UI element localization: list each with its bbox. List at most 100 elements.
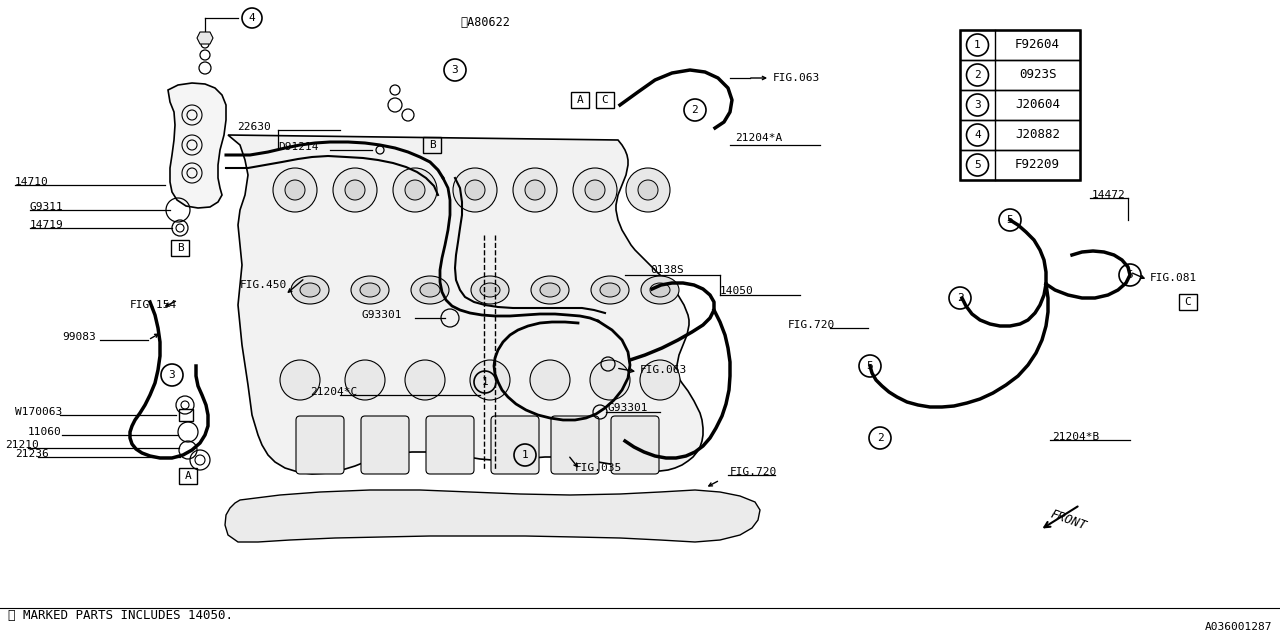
Text: 5: 5 xyxy=(1006,215,1014,225)
Ellipse shape xyxy=(300,283,320,297)
Text: 99083: 99083 xyxy=(61,332,96,342)
Circle shape xyxy=(530,360,570,400)
Text: FIG.063: FIG.063 xyxy=(773,73,820,83)
Circle shape xyxy=(585,180,605,200)
Circle shape xyxy=(513,168,557,212)
Ellipse shape xyxy=(480,283,500,297)
Circle shape xyxy=(626,168,669,212)
Circle shape xyxy=(525,180,545,200)
Circle shape xyxy=(285,180,305,200)
Text: 21204*C: 21204*C xyxy=(310,387,357,397)
Ellipse shape xyxy=(600,283,620,297)
Text: 21204*A: 21204*A xyxy=(735,133,782,143)
Circle shape xyxy=(198,62,211,74)
Text: 21210: 21210 xyxy=(5,440,38,450)
Text: J20882: J20882 xyxy=(1015,129,1060,141)
Circle shape xyxy=(453,168,497,212)
Text: 2: 2 xyxy=(974,70,980,80)
Text: 14719: 14719 xyxy=(29,220,64,230)
Ellipse shape xyxy=(420,283,440,297)
Text: F92209: F92209 xyxy=(1015,159,1060,172)
Text: 5: 5 xyxy=(1126,270,1133,280)
Text: B: B xyxy=(429,140,435,150)
Ellipse shape xyxy=(411,276,449,304)
Text: 4: 4 xyxy=(248,13,256,23)
Ellipse shape xyxy=(650,283,669,297)
Circle shape xyxy=(200,50,210,60)
Text: FIG.720: FIG.720 xyxy=(730,467,777,477)
Text: W170063: W170063 xyxy=(15,407,63,417)
Bar xyxy=(172,240,189,256)
Bar xyxy=(960,60,1080,90)
Circle shape xyxy=(590,360,630,400)
Text: 4: 4 xyxy=(974,130,980,140)
Text: FIG.063: FIG.063 xyxy=(640,365,687,375)
Text: 1: 1 xyxy=(974,40,980,50)
Ellipse shape xyxy=(641,276,678,304)
Bar xyxy=(571,92,589,108)
Bar xyxy=(960,150,1080,180)
Polygon shape xyxy=(228,135,703,474)
Text: 2: 2 xyxy=(956,293,964,303)
Text: 2: 2 xyxy=(877,433,883,443)
Text: ※A80622: ※A80622 xyxy=(460,15,509,29)
Text: J20604: J20604 xyxy=(1015,99,1060,111)
Text: FIG.081: FIG.081 xyxy=(1149,273,1197,283)
Text: D91214: D91214 xyxy=(278,142,319,152)
FancyBboxPatch shape xyxy=(296,416,344,474)
Text: FIG.154: FIG.154 xyxy=(131,300,177,310)
Circle shape xyxy=(280,360,320,400)
Bar xyxy=(1179,294,1197,310)
Ellipse shape xyxy=(351,276,389,304)
Circle shape xyxy=(573,168,617,212)
Circle shape xyxy=(346,180,365,200)
Circle shape xyxy=(333,168,378,212)
Circle shape xyxy=(346,360,385,400)
Polygon shape xyxy=(197,32,212,44)
Text: FRONT: FRONT xyxy=(1048,508,1088,532)
Text: C: C xyxy=(602,95,608,105)
Text: G93301: G93301 xyxy=(608,403,649,413)
FancyBboxPatch shape xyxy=(550,416,599,474)
Text: F92604: F92604 xyxy=(1015,38,1060,51)
Bar xyxy=(422,137,442,153)
Circle shape xyxy=(273,168,317,212)
Text: C: C xyxy=(1184,297,1192,307)
Bar xyxy=(960,30,1080,60)
Text: 21204*B: 21204*B xyxy=(1052,432,1100,442)
Text: FIG.720: FIG.720 xyxy=(788,320,836,330)
Circle shape xyxy=(393,168,436,212)
FancyBboxPatch shape xyxy=(361,416,410,474)
Text: 3: 3 xyxy=(169,370,175,380)
Circle shape xyxy=(201,40,209,48)
Text: 14472: 14472 xyxy=(1092,190,1125,200)
Text: 14050: 14050 xyxy=(719,286,754,296)
Text: 1: 1 xyxy=(522,450,529,460)
Text: 3: 3 xyxy=(974,100,980,110)
Text: A: A xyxy=(184,471,192,481)
Text: 0923S: 0923S xyxy=(1019,68,1056,81)
Text: G9311: G9311 xyxy=(29,202,64,212)
Bar xyxy=(960,120,1080,150)
Circle shape xyxy=(637,180,658,200)
FancyBboxPatch shape xyxy=(426,416,474,474)
Circle shape xyxy=(465,180,485,200)
Circle shape xyxy=(404,360,445,400)
FancyBboxPatch shape xyxy=(611,416,659,474)
Ellipse shape xyxy=(591,276,628,304)
Bar xyxy=(960,90,1080,120)
Ellipse shape xyxy=(360,283,380,297)
Text: 11060: 11060 xyxy=(28,427,61,437)
Polygon shape xyxy=(225,490,760,542)
Bar xyxy=(960,30,1080,180)
Ellipse shape xyxy=(540,283,561,297)
Circle shape xyxy=(470,360,509,400)
Bar xyxy=(179,468,197,484)
Polygon shape xyxy=(168,83,227,208)
Ellipse shape xyxy=(471,276,509,304)
Bar xyxy=(596,92,614,108)
Bar xyxy=(179,409,193,421)
Text: B: B xyxy=(177,243,183,253)
Text: 22630: 22630 xyxy=(237,122,271,132)
Ellipse shape xyxy=(291,276,329,304)
